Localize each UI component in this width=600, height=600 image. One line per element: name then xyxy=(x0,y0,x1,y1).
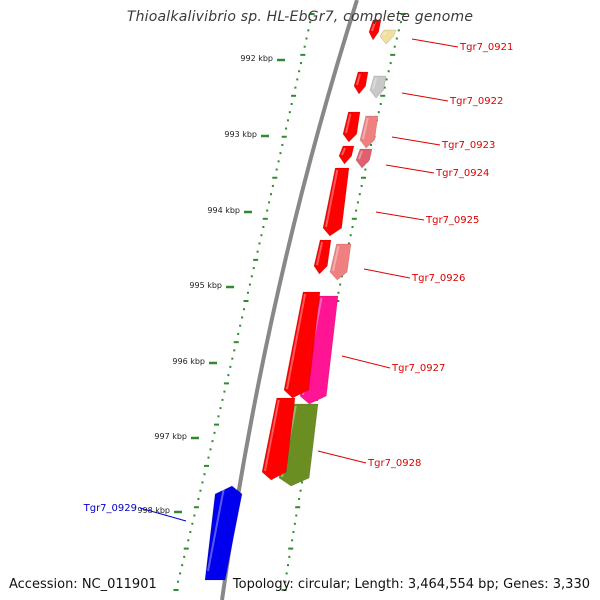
gene-tgr7-0925-highlight xyxy=(325,169,339,228)
callout-line-tgr7-0925 xyxy=(375,211,425,221)
callout-line-tgr7-0924 xyxy=(385,164,435,174)
gene-label-tgr7-0923: Tgr7_0923 xyxy=(441,140,495,151)
gene-tgr7-0927-highlight xyxy=(286,293,307,390)
gene-tgr7-0929-highlight xyxy=(207,487,225,572)
callout-line-tgr7-0926 xyxy=(363,268,411,279)
gene-tgr7-0928 xyxy=(261,397,296,481)
gene-tgr7-0926 xyxy=(313,239,332,275)
topology-label: Topology: circular; Length: 3,464,554 bp… xyxy=(232,577,590,592)
scale-label: 994 kbp xyxy=(207,206,240,215)
gene-label-tgr7-0926: Tgr7_0926 xyxy=(411,273,465,284)
callout-line-tgr7-0923 xyxy=(391,136,441,146)
gene-tgr7-0924-partner xyxy=(355,148,373,169)
gene-tgr7-0928-highlight xyxy=(264,399,280,472)
scale-label: 993 kbp xyxy=(224,130,257,139)
gene-tgr7-0923-partner xyxy=(359,115,379,149)
gene-label-tgr7-0922: Tgr7_0922 xyxy=(449,96,503,107)
gene-label-tgr7-0921: Tgr7_0921 xyxy=(459,42,513,53)
gene-tgr7-0921-partner xyxy=(379,29,397,45)
scale-label: 998 kbp xyxy=(137,506,170,515)
gene-tgr7-0923-partner-highlight xyxy=(362,117,369,140)
gene-tgr7-0922-highlight xyxy=(356,73,361,86)
gene-tgr7-0924-highlight xyxy=(341,147,346,156)
gene-tgr7-0926-highlight xyxy=(316,241,324,266)
gene-tgr7-0924 xyxy=(338,145,355,165)
gene-tgr7-0925 xyxy=(322,167,350,237)
gene-label-tgr7-0928: Tgr7_0928 xyxy=(367,458,421,469)
gene-tgr7-0926-partner-highlight xyxy=(332,245,340,272)
scale-label: 996 kbp xyxy=(172,357,205,366)
gene-tgr7-0926-partner xyxy=(329,243,352,281)
gene-tgr7-0921-partner-highlight xyxy=(382,31,387,36)
gene-tgr7-0923-highlight xyxy=(345,113,352,134)
scale-label: 997 kbp xyxy=(154,432,187,441)
gene-label-tgr7-0927: Tgr7_0927 xyxy=(391,363,445,374)
gene-tgr7-0922-partner xyxy=(369,75,387,99)
callout-line-tgr7-0928 xyxy=(317,450,367,464)
scale-label: 992 kbp xyxy=(240,54,273,63)
callout-line-tgr7-0922 xyxy=(401,92,449,102)
gene-tgr7-0921-highlight xyxy=(371,21,376,32)
gene-tgr7-0924-partner-highlight xyxy=(358,150,363,160)
gene-label-tgr7-0925: Tgr7_0925 xyxy=(425,215,479,226)
gene-tgr7-0929 xyxy=(204,485,243,581)
gene-tgr7-0922 xyxy=(353,71,369,95)
gene-label-tgr7-0929: Tgr7_0929 xyxy=(83,503,137,514)
gene-tgr7-0927 xyxy=(283,291,321,399)
callout-line-tgr7-0929 xyxy=(139,507,187,522)
callout-line-tgr7-0927 xyxy=(341,355,391,369)
scale-label: 995 kbp xyxy=(189,281,222,290)
genome-title: Thioalkalivibrio sp. HL-EbGr7, complete … xyxy=(126,9,474,25)
gene-label-tgr7-0924: Tgr7_0924 xyxy=(435,168,489,179)
gene-tgr7-0923 xyxy=(342,111,361,143)
accession-label: Accession: NC_011901 xyxy=(9,577,157,592)
callout-line-tgr7-0921 xyxy=(411,38,459,48)
gene-tgr7-0921 xyxy=(368,19,382,41)
gene-tgr7-0922-partner-highlight xyxy=(372,77,377,90)
